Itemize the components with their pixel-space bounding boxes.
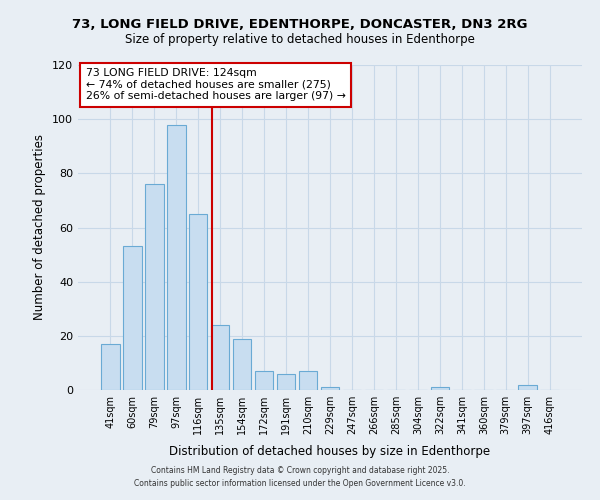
- Bar: [145, 184, 164, 390]
- Bar: [255, 371, 274, 390]
- Bar: [101, 344, 119, 390]
- Bar: [167, 124, 185, 390]
- Bar: [277, 374, 295, 390]
- Bar: [299, 371, 317, 390]
- Text: Contains HM Land Registry data © Crown copyright and database right 2025.
Contai: Contains HM Land Registry data © Crown c…: [134, 466, 466, 487]
- Bar: [211, 325, 229, 390]
- Bar: [518, 384, 537, 390]
- Bar: [320, 388, 340, 390]
- Text: 73 LONG FIELD DRIVE: 124sqm
← 74% of detached houses are smaller (275)
26% of se: 73 LONG FIELD DRIVE: 124sqm ← 74% of det…: [86, 68, 346, 102]
- Y-axis label: Number of detached properties: Number of detached properties: [34, 134, 46, 320]
- Bar: [189, 214, 208, 390]
- Text: Size of property relative to detached houses in Edenthorpe: Size of property relative to detached ho…: [125, 32, 475, 46]
- Bar: [123, 246, 142, 390]
- X-axis label: Distribution of detached houses by size in Edenthorpe: Distribution of detached houses by size …: [169, 446, 491, 458]
- Text: 73, LONG FIELD DRIVE, EDENTHORPE, DONCASTER, DN3 2RG: 73, LONG FIELD DRIVE, EDENTHORPE, DONCAS…: [72, 18, 528, 30]
- Bar: [233, 338, 251, 390]
- Bar: [431, 388, 449, 390]
